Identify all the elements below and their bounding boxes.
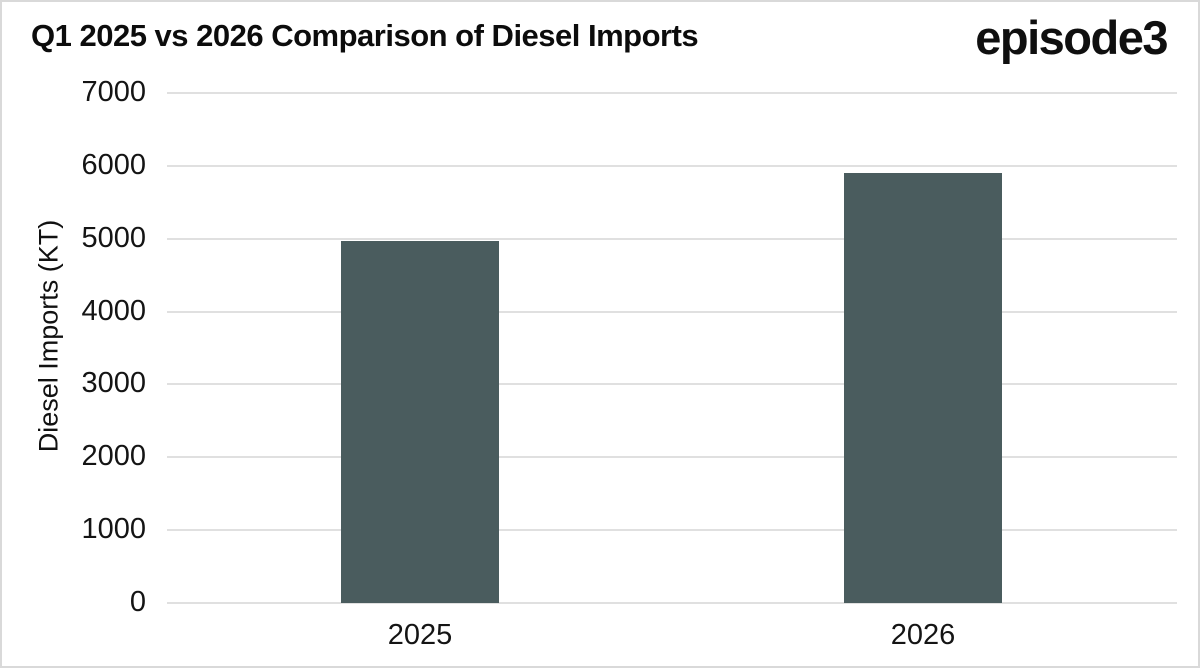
- gridline-1000: [167, 529, 1177, 532]
- y-axis-title: Diesel Imports (KT): [33, 219, 64, 453]
- gridline-4000: [167, 310, 1177, 313]
- x-tick-label-2026: 2026: [890, 619, 956, 651]
- bar-2025: [341, 240, 499, 603]
- y-tick-label-4000: 4000: [81, 294, 146, 327]
- y-tick-label-2000: 2000: [81, 440, 146, 473]
- y-tick-label-1000: 1000: [81, 512, 146, 545]
- chart-title: Q1 2025 vs 2026 Comparison of Diesel Imp…: [31, 18, 699, 53]
- y-tick-label-5000: 5000: [81, 221, 146, 254]
- gridline-2000: [167, 456, 1177, 459]
- brand-logo: episode3: [975, 11, 1168, 64]
- y-tick-label-3000: 3000: [81, 367, 146, 400]
- y-tick-label-0: 0: [129, 585, 146, 618]
- gridline-0: [167, 602, 1177, 604]
- y-tick-label-7000: 7000: [81, 75, 146, 108]
- gridline-7000: [167, 92, 1177, 94]
- x-tick-label-2025: 2025: [387, 619, 453, 651]
- bar-2026: [844, 173, 1002, 603]
- gridline-3000: [167, 383, 1177, 386]
- gridline-6000: [167, 164, 1177, 167]
- gridline-5000: [167, 237, 1177, 240]
- y-tick-label-6000: 6000: [81, 148, 146, 181]
